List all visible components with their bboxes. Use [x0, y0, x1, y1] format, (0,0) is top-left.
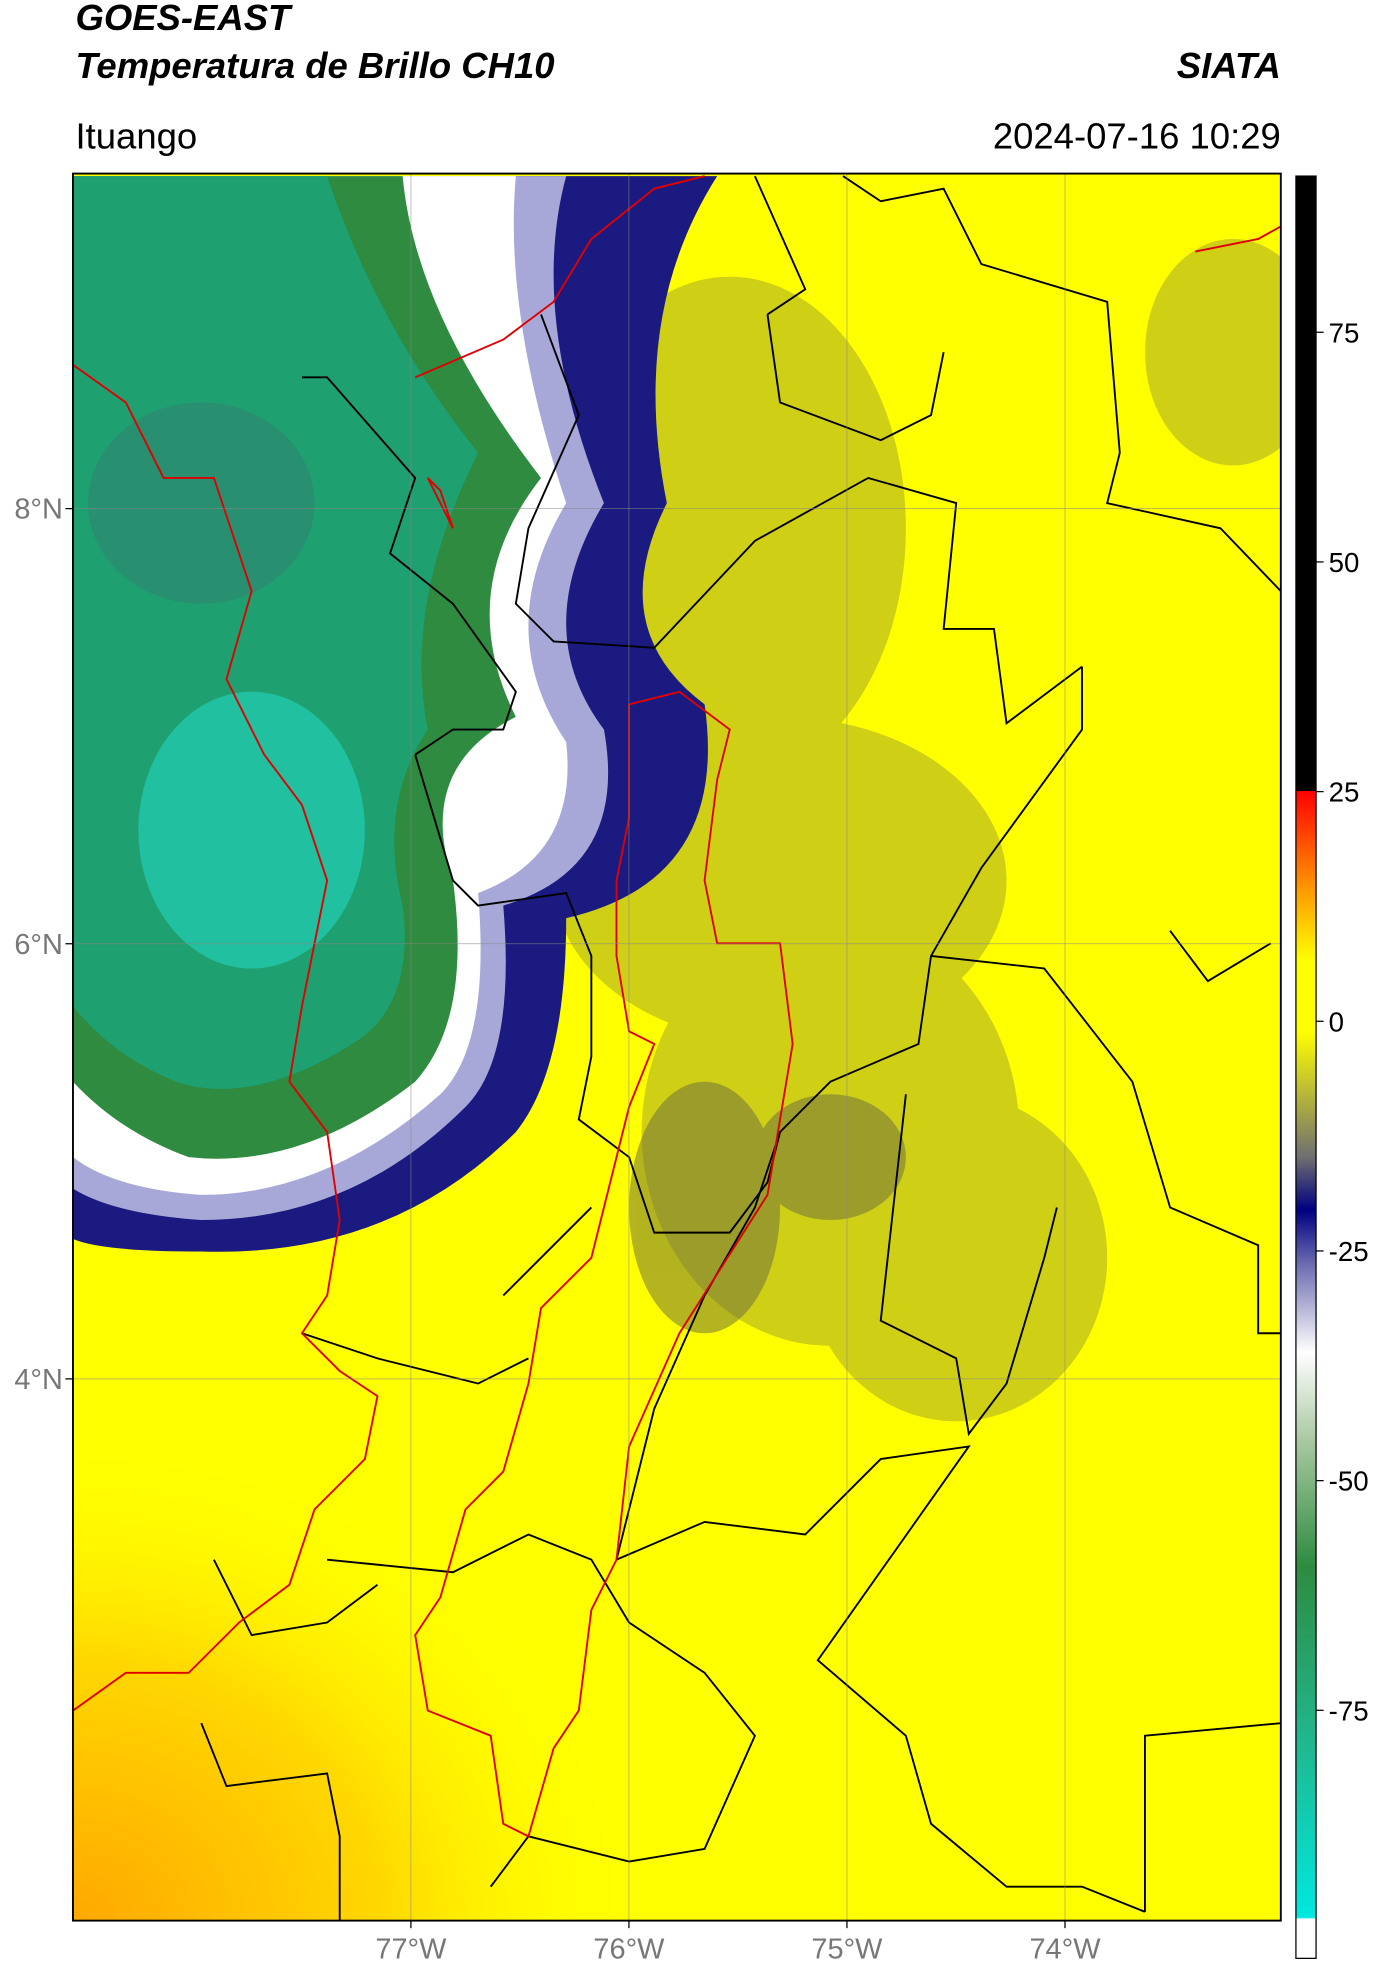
colorbar-label: -75 — [1329, 1695, 1369, 1726]
colorbar-label: 75 — [1329, 317, 1360, 348]
subtitle: Temperatura de Brillo CH10 — [75, 45, 554, 86]
lat-label: 6°N — [14, 929, 63, 961]
colorbar-label: 50 — [1329, 547, 1360, 578]
lat-label: 8°N — [14, 494, 63, 526]
title: GOES-EAST — [75, 0, 293, 38]
colorbar-label: 25 — [1329, 777, 1360, 808]
lon-label: 76°W — [593, 1933, 665, 1965]
colorbar-label: -50 — [1329, 1466, 1369, 1497]
organization: SIATA — [1177, 45, 1281, 86]
lat-label: 4°N — [14, 1364, 63, 1396]
colorbar — [1295, 175, 1317, 1959]
lon-label: 75°W — [811, 1933, 883, 1965]
map-image — [72, 173, 1281, 1921]
datetime: 2024-07-16 10:29 — [993, 115, 1281, 156]
colorbar-label: -25 — [1329, 1236, 1369, 1267]
location: Ituango — [75, 115, 197, 156]
graticule — [72, 173, 1281, 1921]
lon-label: 74°W — [1029, 1933, 1101, 1965]
colorbar-label: 0 — [1329, 1006, 1344, 1037]
lon-label: 77°W — [375, 1933, 447, 1965]
map-frame — [72, 172, 1282, 1922]
